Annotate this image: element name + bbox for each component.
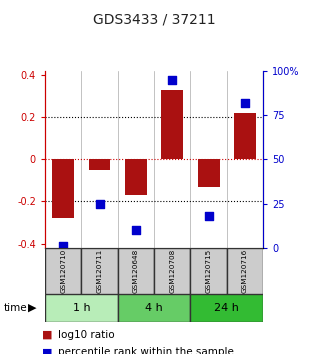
Bar (118, 294, 190, 322)
Text: GSM120708: GSM120708 (169, 249, 175, 293)
Bar (52, 159, 74, 218)
Bar (198, 159, 220, 187)
Bar (45, 294, 118, 322)
Bar (234, 113, 256, 159)
Bar (190, 294, 263, 322)
Point (97, 201, 102, 206)
Text: GDS3433 / 37211: GDS3433 / 37211 (93, 12, 215, 27)
Text: ■: ■ (42, 330, 52, 339)
Point (170, 77, 175, 82)
Bar (227, 248, 263, 294)
Bar (190, 248, 227, 294)
Bar (45, 248, 81, 294)
Bar (125, 159, 147, 195)
Bar (154, 248, 190, 294)
Point (133, 227, 138, 233)
Point (206, 213, 211, 219)
Text: GSM120710: GSM120710 (60, 249, 66, 293)
Bar (161, 90, 183, 159)
Text: time: time (3, 303, 27, 313)
Bar (118, 248, 154, 294)
Bar (81, 248, 118, 294)
Text: 4 h: 4 h (145, 303, 163, 313)
Point (61, 243, 66, 249)
Text: 24 h: 24 h (214, 303, 239, 313)
Text: 1 h: 1 h (73, 303, 90, 313)
Text: GSM120648: GSM120648 (133, 249, 139, 293)
Text: log10 ratio: log10 ratio (58, 330, 114, 339)
Text: ▶: ▶ (28, 303, 36, 313)
Text: GSM120711: GSM120711 (97, 249, 102, 293)
Text: GSM120715: GSM120715 (206, 249, 212, 293)
Text: ■: ■ (42, 347, 52, 354)
Point (242, 100, 247, 105)
Text: percentile rank within the sample: percentile rank within the sample (58, 347, 234, 354)
Bar (89, 159, 110, 170)
Text: GSM120716: GSM120716 (242, 249, 248, 293)
